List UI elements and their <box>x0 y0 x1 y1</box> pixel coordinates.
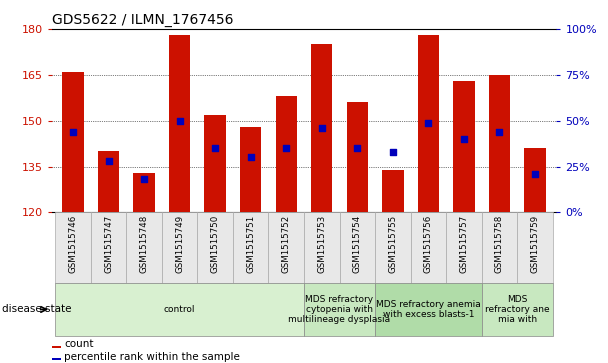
Text: GSM1515747: GSM1515747 <box>104 215 113 273</box>
Text: MDS
refractory ane
mia with: MDS refractory ane mia with <box>485 294 550 325</box>
Bar <box>489 75 510 212</box>
Bar <box>304 212 339 283</box>
Bar <box>410 212 446 283</box>
Point <box>494 129 504 135</box>
Text: GSM1515748: GSM1515748 <box>140 215 148 273</box>
Bar <box>162 212 198 283</box>
Bar <box>304 283 375 336</box>
Text: GSM1515755: GSM1515755 <box>389 215 398 273</box>
Bar <box>446 212 482 283</box>
Bar <box>169 35 190 212</box>
Text: MDS refractory
cytopenia with
multilineage dysplasia: MDS refractory cytopenia with multilinea… <box>288 294 390 325</box>
Text: percentile rank within the sample: percentile rank within the sample <box>64 352 240 362</box>
Point <box>317 125 326 131</box>
Bar <box>240 127 261 212</box>
Text: GSM1515758: GSM1515758 <box>495 215 504 273</box>
Point <box>530 171 540 177</box>
Bar <box>339 212 375 283</box>
Point <box>459 136 469 142</box>
Bar <box>126 212 162 283</box>
Bar <box>375 283 482 336</box>
Text: GSM1515754: GSM1515754 <box>353 215 362 273</box>
Bar <box>52 346 61 348</box>
Bar <box>55 212 91 283</box>
Point <box>424 120 434 126</box>
Text: GSM1515749: GSM1515749 <box>175 215 184 273</box>
Bar <box>204 115 226 212</box>
Point <box>139 176 149 182</box>
Text: GSM1515759: GSM1515759 <box>531 215 539 273</box>
Bar <box>133 173 155 212</box>
Bar <box>63 72 84 212</box>
Text: GDS5622 / ILMN_1767456: GDS5622 / ILMN_1767456 <box>52 13 233 26</box>
Bar <box>482 283 553 336</box>
Bar <box>375 212 410 283</box>
Point <box>68 129 78 135</box>
Bar <box>233 212 269 283</box>
Text: GSM1515753: GSM1515753 <box>317 215 326 273</box>
Point <box>104 158 114 164</box>
Bar <box>269 212 304 283</box>
Point <box>174 118 184 123</box>
Bar <box>517 212 553 283</box>
Point <box>353 145 362 151</box>
Point <box>282 145 291 151</box>
Point <box>210 145 220 151</box>
Text: GSM1515751: GSM1515751 <box>246 215 255 273</box>
Text: GSM1515757: GSM1515757 <box>460 215 468 273</box>
Bar <box>382 170 404 212</box>
Bar <box>482 212 517 283</box>
Point <box>388 149 398 155</box>
Bar <box>347 102 368 212</box>
Text: count: count <box>64 339 94 349</box>
Bar <box>453 81 475 212</box>
Bar <box>91 212 126 283</box>
Bar <box>524 148 545 212</box>
Bar <box>98 151 119 212</box>
Text: GSM1515752: GSM1515752 <box>282 215 291 273</box>
Bar <box>418 35 439 212</box>
Text: control: control <box>164 305 195 314</box>
Text: disease state: disease state <box>2 305 71 314</box>
Bar <box>52 358 61 360</box>
Bar <box>311 44 333 212</box>
Bar <box>275 96 297 212</box>
Point <box>246 155 255 160</box>
Text: GSM1515746: GSM1515746 <box>69 215 77 273</box>
Bar <box>198 212 233 283</box>
Bar <box>55 283 304 336</box>
Text: GSM1515750: GSM1515750 <box>210 215 219 273</box>
Text: GSM1515756: GSM1515756 <box>424 215 433 273</box>
Text: MDS refractory anemia
with excess blasts-1: MDS refractory anemia with excess blasts… <box>376 300 481 319</box>
